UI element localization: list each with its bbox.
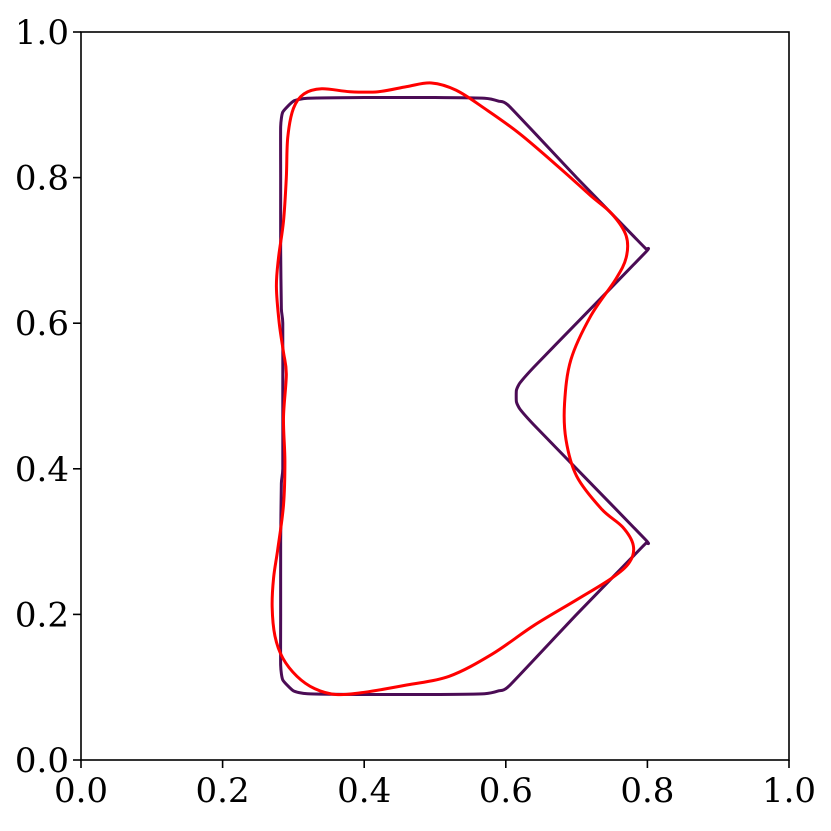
x-tick-label: 1.0 [762, 771, 816, 811]
axes-frame [80, 31, 790, 761]
x-tick-label: 0.6 [479, 771, 533, 811]
series-line-1 [279, 95, 651, 697]
y-tick-label: 0.0 [15, 741, 69, 781]
x-axis: 0.0 0.2 0.4 0.6 0.8 1.0 [54, 760, 816, 811]
y-tick-label: 0.6 [15, 304, 69, 344]
y-tick-label: 0.8 [15, 159, 69, 199]
series-line-2 [270, 81, 636, 697]
x-tick-label: 0.0 [54, 771, 108, 811]
y-axis: 0.0 0.2 0.4 0.6 0.8 1.0 [15, 13, 81, 781]
x-tick-label: 0.8 [620, 771, 674, 811]
series-layer [270, 81, 651, 697]
y-tick-label: 0.2 [15, 595, 69, 635]
y-tick-label: 1.0 [15, 13, 69, 53]
y-tick-label: 0.4 [15, 450, 69, 490]
x-tick-label: 0.4 [337, 771, 391, 811]
x-tick-label: 0.2 [196, 771, 250, 811]
